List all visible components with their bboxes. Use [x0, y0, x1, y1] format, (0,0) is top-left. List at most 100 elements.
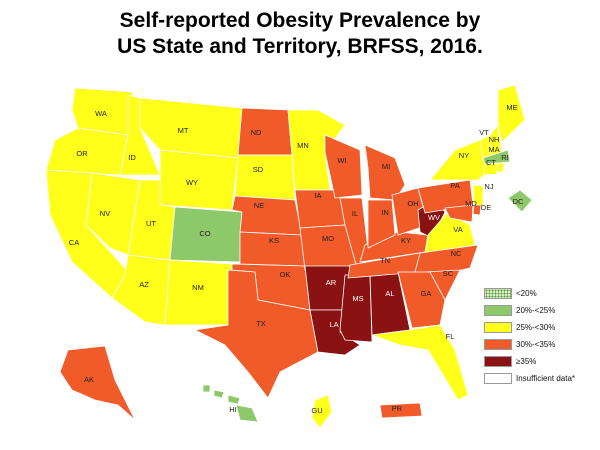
state-label-MI: MI	[382, 162, 390, 171]
state-label-IL: IL	[352, 209, 358, 218]
state-label-SD: SD	[253, 165, 264, 174]
state-label-OK: OK	[280, 270, 291, 279]
state-MD	[444, 204, 474, 223]
state-RI	[496, 162, 505, 173]
state-ME	[497, 84, 526, 143]
state-label-OR: OR	[76, 149, 88, 158]
state-label-WY: WY	[186, 178, 198, 187]
state-label-MS: MS	[352, 294, 363, 303]
state-NJ	[472, 184, 484, 209]
state-PR	[379, 402, 423, 419]
state-label-WI: WI	[337, 156, 346, 165]
state-AK	[59, 345, 136, 421]
state-label-WV: WV	[428, 213, 440, 222]
state-label-IA: IA	[314, 191, 321, 200]
legend-item-30to35: 30%-<35%	[484, 338, 596, 353]
state-NM	[164, 259, 233, 326]
state-label-LA: LA	[329, 320, 338, 329]
legend-item-lt20: <20%	[484, 287, 596, 302]
state-FL	[371, 324, 469, 401]
legend-label-20to25: 20%-<25%	[516, 306, 556, 315]
state-label-CT: CT	[486, 158, 496, 167]
state-DE	[472, 204, 482, 216]
state-label-GA: GA	[421, 289, 432, 298]
legend-swatch-30to35	[484, 339, 512, 350]
state-label-CA: CA	[69, 238, 79, 247]
state-VA	[424, 211, 476, 254]
legend-swatch-insufficient	[484, 373, 512, 384]
state-label-DE: DE	[481, 203, 491, 212]
state-label-VA: VA	[453, 225, 462, 234]
state-MS	[339, 274, 373, 343]
state-label-AK: AK	[84, 375, 94, 384]
state-label-VT: VT	[479, 128, 489, 137]
legend-label-30to35: 30%-<35%	[516, 340, 556, 349]
state-CT	[483, 162, 499, 176]
legend-label-25to30: 25%-<30%	[516, 323, 556, 332]
state-label-AZ: AZ	[139, 280, 149, 289]
state-TX	[194, 269, 319, 399]
legend-item-insufficient: Insufficient data*	[484, 372, 596, 387]
state-ND	[237, 107, 293, 156]
state-HI	[202, 384, 259, 423]
state-label-ID: ID	[128, 153, 136, 162]
state-WY	[159, 149, 239, 211]
state-label-NE: NE	[254, 201, 264, 210]
state-label-MT: MT	[178, 126, 189, 135]
state-GA	[397, 271, 446, 329]
state-label-KS: KS	[269, 236, 279, 245]
state-label-NM: NM	[192, 283, 204, 292]
state-label-NJ: NJ	[484, 182, 493, 191]
state-label-MO: MO	[322, 234, 334, 243]
state-NE	[231, 195, 303, 236]
state-label-GU: GU	[311, 406, 322, 415]
state-label-IN: IN	[381, 208, 389, 217]
legend-item-25to30: 25%-<30%	[484, 321, 596, 336]
state-IN	[367, 199, 396, 249]
state-label-AR: AR	[326, 278, 337, 287]
state-label-WA: WA	[95, 109, 107, 118]
legend-item-20to25: 20%-<25%	[484, 304, 596, 319]
legend-swatch-gte35	[484, 356, 512, 367]
state-label-NV: NV	[100, 209, 110, 218]
state-label-HI: HI	[229, 405, 237, 414]
state-label-SC: SC	[443, 269, 454, 278]
state-label-MA: MA	[488, 145, 499, 154]
legend-label-gte35: ≥35%	[516, 357, 537, 366]
legend: <20% 20%-<25% 25%-<30% 30%-<35% ≥35% Ins…	[484, 287, 596, 389]
legend-swatch-lt20	[484, 288, 512, 299]
legend-swatch-25to30	[484, 322, 512, 333]
legend-label-lt20: <20%	[516, 289, 537, 298]
state-label-DC: DC	[513, 197, 524, 206]
title-line-1: Self-reported Obesity Prevalence by	[119, 9, 481, 32]
state-GU	[311, 394, 333, 429]
state-NV	[85, 172, 141, 256]
state-label-TN: TN	[380, 256, 390, 265]
legend-item-gte35: ≥35%	[484, 355, 596, 370]
state-label-UT: UT	[146, 219, 156, 228]
state-WI	[324, 134, 363, 199]
state-SD	[234, 154, 296, 201]
state-label-MD: MD	[465, 199, 477, 208]
state-label-AL: AL	[385, 289, 394, 298]
state-DC	[507, 189, 533, 213]
state-label-TX: TX	[256, 319, 266, 328]
state-MI	[364, 144, 406, 201]
state-label-KY: KY	[401, 236, 411, 245]
state-label-ME: ME	[506, 103, 517, 112]
title-line-2: US State and Territory, BRFSS, 2016.	[117, 35, 483, 58]
state-MA	[482, 149, 511, 165]
state-MT	[139, 97, 243, 159]
state-label-PR: PR	[392, 404, 403, 413]
state-label-NH: NH	[489, 135, 500, 144]
legend-label-insufficient: Insufficient data*	[516, 374, 576, 383]
state-label-ND: ND	[251, 128, 262, 137]
state-label-MN: MN	[297, 141, 309, 150]
state-label-PA: PA	[450, 181, 459, 190]
state-label-NC: NC	[451, 249, 462, 258]
state-label-NY: NY	[459, 151, 469, 160]
state-label-RI: RI	[501, 153, 509, 162]
state-MN	[287, 109, 346, 191]
state-label-CO: CO	[199, 229, 210, 238]
legend-swatch-20to25	[484, 305, 512, 316]
